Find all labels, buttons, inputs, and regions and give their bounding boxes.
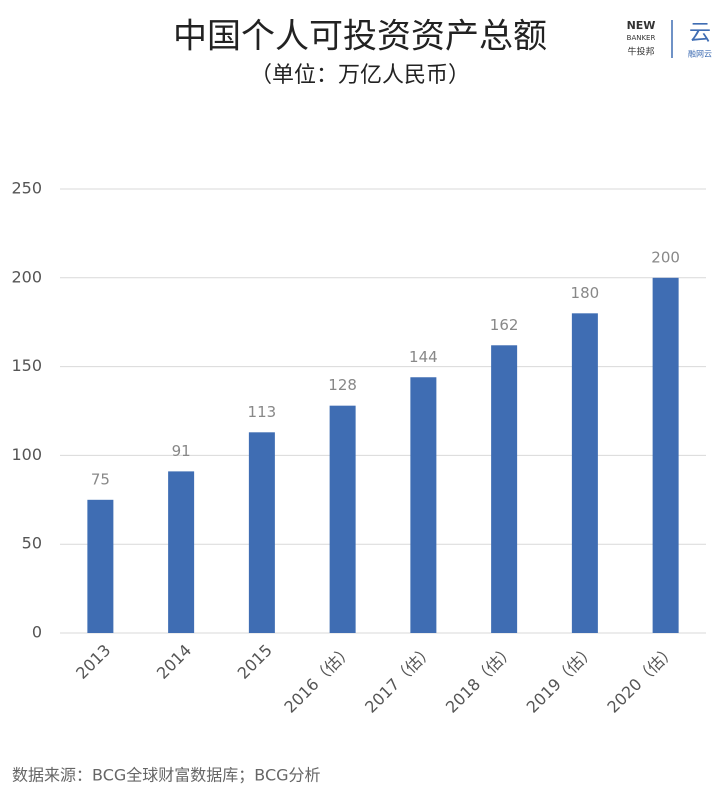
value-label: 75 xyxy=(91,470,110,488)
logo: NEW BANKER 牛投邦 云 融网云 xyxy=(627,19,712,59)
bar xyxy=(87,499,114,633)
logo-text: 牛投邦 xyxy=(627,46,654,58)
bar xyxy=(491,345,518,633)
logo-text: 云 xyxy=(689,21,711,46)
logo-text: 融网云 xyxy=(688,49,712,59)
value-label: 113 xyxy=(248,403,277,421)
value-label: 180 xyxy=(571,284,600,302)
y-tick-label: 150 xyxy=(11,356,42,375)
y-tick-label: 100 xyxy=(11,445,42,464)
logo-text: BANKER xyxy=(627,34,656,42)
bar xyxy=(410,377,437,633)
y-tick-label: 50 xyxy=(22,534,42,553)
value-label: 128 xyxy=(328,376,357,394)
y-tick-label: 0 xyxy=(32,623,42,642)
value-label: 91 xyxy=(172,442,191,460)
source-note: 数据来源：BCG全球财富数据库；BCG分析 xyxy=(12,766,321,785)
bar xyxy=(652,277,679,633)
bar xyxy=(329,405,356,633)
value-label: 162 xyxy=(490,316,519,334)
chart-title: 中国个人可投资资产总额 xyxy=(173,17,547,57)
value-label: 144 xyxy=(409,348,438,366)
value-label: 200 xyxy=(651,248,680,266)
bar xyxy=(248,432,275,633)
chart-subtitle: （单位：万亿人民币） xyxy=(250,63,470,88)
bar xyxy=(571,313,598,633)
y-tick-label: 250 xyxy=(11,179,42,198)
y-tick-label: 200 xyxy=(11,267,42,286)
logo-text: NEW xyxy=(627,19,656,32)
bar xyxy=(168,471,195,633)
